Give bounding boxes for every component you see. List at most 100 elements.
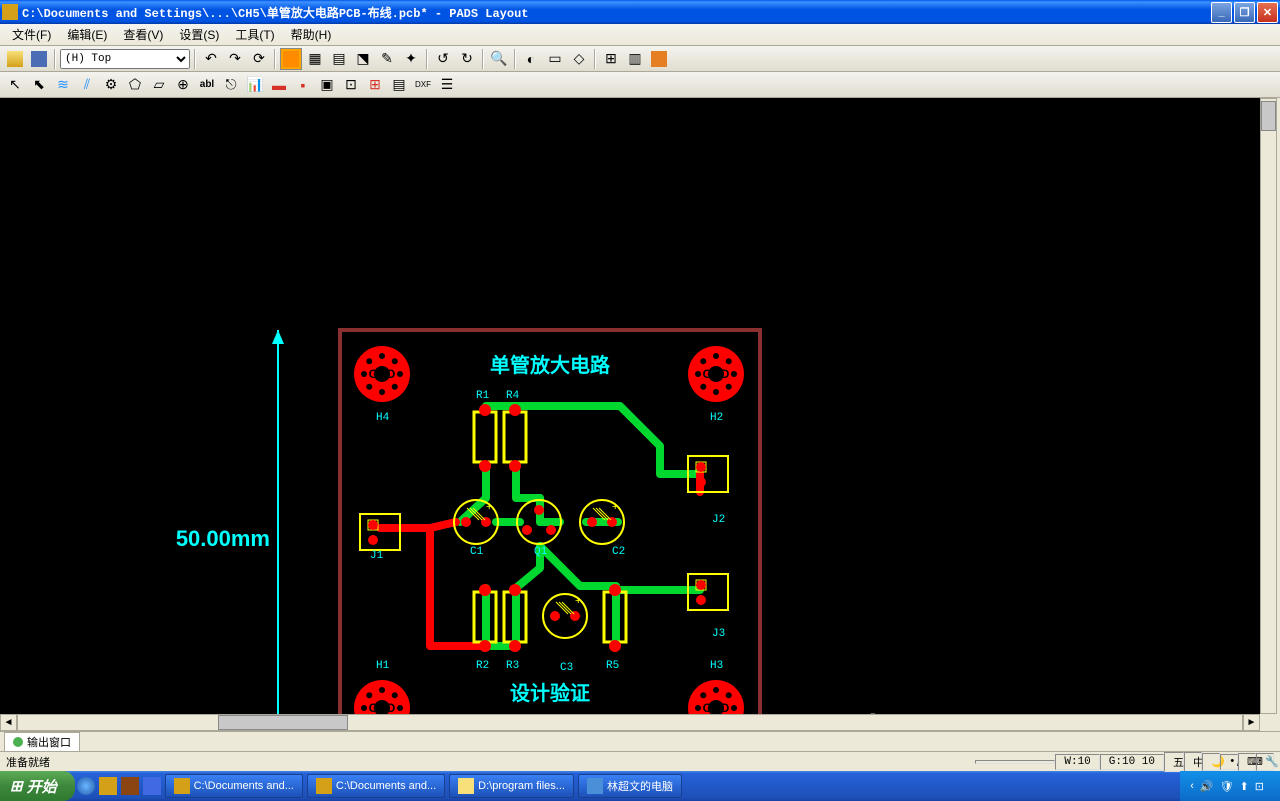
taskbar: ⊞ 开始 C:\Documents and... C:\Documents an… [0,771,1280,801]
vertical-scrollbar[interactable] [1260,98,1277,714]
tool-btn-11[interactable]: ▥ [624,48,646,70]
ime-btn-1[interactable]: 中 [1184,752,1202,772]
taskbar-item-2[interactable]: C:\Documents and... [307,774,445,798]
tool-btn-1[interactable]: ▤ [328,48,350,70]
quicklaunch-ie-icon[interactable] [77,777,95,795]
output-tab-label: 输出窗口 [27,734,71,750]
tool-btn-9[interactable]: ◇ [568,48,590,70]
tool2-9[interactable]: 📊 [244,74,266,96]
output-tab-row: 输出窗口 [0,731,1280,751]
tool2-11[interactable]: ▪ [292,74,314,96]
display-button[interactable]: ▦ [304,48,326,70]
svg-text:C2: C2 [612,546,625,558]
toolbar-drafting: ↖ ⬉ ≋ ⫽ ⚙ ⬠ ▱ ⊕ abl ⎋ 📊 ▬ ▪ ▣ ⊡ ⊞ ▤ DXF … [0,72,1280,98]
tool2-13[interactable]: ⊡ [340,74,362,96]
tool-btn-4[interactable]: ✦ [400,48,422,70]
open-button[interactable] [4,48,26,70]
tray-icon-5[interactable]: ⊡ [1255,780,1264,793]
menu-file[interactable]: 文件(F) [4,24,59,45]
svg-text:GND: GND [369,367,396,381]
tray-icon-1[interactable]: ‹ [1190,780,1194,792]
tool2-1[interactable]: ⬉ [28,74,50,96]
svg-text:H1: H1 [376,660,390,672]
toolbar-main: (H) Top ↶ ↷ ⟳ ▦ ▤ ⬔ ✎ ✦ ↺ ↻ 🔍 ◐ ▭ ◇ ⊞ ▥ [0,46,1280,72]
tool2-15[interactable]: ▤ [388,74,410,96]
ime-btn-3[interactable]: •, [1220,754,1238,770]
minimize-button[interactable]: _ [1211,2,1232,23]
tool-btn-8[interactable]: ▭ [544,48,566,70]
start-button[interactable]: ⊞ 开始 [0,771,75,801]
close-button[interactable]: ✕ [1257,2,1278,23]
menu-edit[interactable]: 编辑(E) [59,24,115,45]
hscroll-left[interactable]: ◄ [0,714,17,731]
ime-btn-2[interactable]: 🌙 [1202,753,1220,771]
output-window-tab[interactable]: 输出窗口 [4,732,80,752]
tool2-3[interactable]: ⫽ [76,74,98,96]
tool2-2[interactable]: ≋ [52,74,74,96]
report-icon [651,51,667,67]
refresh-button[interactable]: ⟳ [248,48,270,70]
taskbar-item-3[interactable]: D:\program files... [449,774,574,798]
tool-btn-2[interactable]: ⬔ [352,48,374,70]
undo-button[interactable]: ↶ [200,48,222,70]
text-button[interactable]: abl [196,74,218,96]
tray-icon-4[interactable]: ⬆ [1240,780,1249,793]
system-tray[interactable]: ‹ 🔊 🛡 ⬆ ⊡ [1180,771,1280,801]
tool2-14[interactable]: ⊞ [364,74,386,96]
svg-text:+: + [612,501,618,513]
tool2-16[interactable]: ☰ [436,74,458,96]
status-width: W:10 [1055,754,1099,770]
tool-btn-7[interactable]: ◐ [520,48,542,70]
layer-select[interactable]: (H) Top [60,49,190,69]
pcb-drawing: 50.00mm 50.00mm GNDH4GNDH2GNDH1GNDH3 R1R… [0,98,1260,714]
menu-settings[interactable]: 设置(S) [171,24,227,45]
pcb-canvas[interactable]: 50.00mm 50.00mm GNDH4GNDH2GNDH1GNDH3 R1R… [0,98,1260,714]
quicklaunch-4-icon[interactable] [143,777,161,795]
maximize-button[interactable]: ❐ [1234,2,1255,23]
tool2-10[interactable]: ▬ [268,74,290,96]
tool-btn-3[interactable]: ✎ [376,48,398,70]
svg-text:+: + [575,595,581,607]
svg-text:+: + [486,501,492,513]
ime-indicator[interactable]: 五 [1164,752,1184,772]
save-button[interactable] [28,48,50,70]
app-icon [2,4,18,20]
quicklaunch-3-icon[interactable] [121,777,139,795]
menu-tools[interactable]: 工具(T) [227,24,282,45]
pads-icon [316,778,332,794]
layer-toggle-button[interactable] [280,48,302,70]
tray-icon-3[interactable]: 🛡 [1220,780,1234,793]
zoom-button[interactable]: 🔍 [488,48,510,70]
statusbar: 准备就绪 W:10 G:10 10 五 中 🌙 •, ⌨ 🔧 [0,751,1280,771]
tool2-7[interactable]: ⊕ [172,74,194,96]
taskbar-item-4[interactable]: 林超文的电脑 [578,774,682,798]
tool2-8[interactable]: ⎋ [220,74,242,96]
tool-btn-6[interactable]: ↻ [456,48,478,70]
menubar: 文件(F) 编辑(E) 查看(V) 设置(S) 工具(T) 帮助(H) [0,24,1280,46]
windows-logo-icon: ⊞ [10,777,23,795]
svg-text:C1: C1 [470,546,484,558]
tool2-5[interactable]: ⬠ [124,74,146,96]
svg-text:R4: R4 [506,390,520,402]
menu-help[interactable]: 帮助(H) [283,24,340,45]
svg-text:单管放大电路: 单管放大电路 [490,353,611,377]
horizontal-scrollbar[interactable] [17,714,1243,731]
tool-btn-12[interactable] [648,48,670,70]
redo-button[interactable]: ↷ [224,48,246,70]
tray-icon-2[interactable]: 🔊 [1200,780,1214,793]
tool2-4[interactable]: ⚙ [100,74,122,96]
menu-view[interactable]: 查看(V) [115,24,171,45]
ime-btn-5[interactable]: 🔧 [1256,753,1274,771]
taskbar-item-1[interactable]: C:\Documents and... [165,774,303,798]
svg-text:H3: H3 [710,660,723,672]
tool2-6[interactable]: ▱ [148,74,170,96]
tool-btn-10[interactable]: ⊞ [600,48,622,70]
ime-btn-4[interactable]: ⌨ [1238,753,1256,771]
select-button[interactable]: ↖ [4,74,26,96]
tool2-12[interactable]: ▣ [316,74,338,96]
dxf-button[interactable]: DXF [412,74,434,96]
quicklaunch-2-icon[interactable] [99,777,117,795]
hscroll-right[interactable]: ► [1243,714,1260,731]
tool-btn-5[interactable]: ↺ [432,48,454,70]
svg-text:R2: R2 [476,660,489,672]
